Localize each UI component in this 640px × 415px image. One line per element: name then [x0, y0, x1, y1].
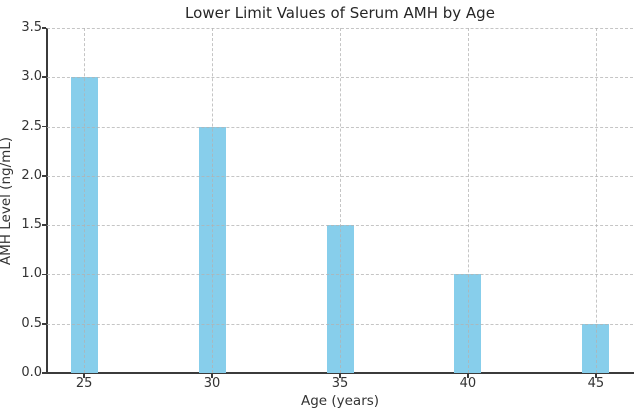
gridline-vertical: [340, 28, 341, 373]
plot-area: [47, 28, 633, 373]
y-tick: [42, 372, 46, 374]
y-tick: [42, 125, 46, 128]
y-tick: [42, 175, 46, 177]
y-axis-label: AMH Level (ng/mL): [0, 136, 14, 265]
y-tick: [42, 322, 46, 325]
y-tick: [42, 224, 46, 226]
x-tick: [595, 374, 597, 378]
x-tick-label: 25: [75, 376, 93, 391]
x-axis-label: Age (years): [300, 393, 380, 409]
y-tick-label: 0.0: [21, 365, 42, 380]
gridline-vertical: [467, 28, 469, 373]
gridline-vertical: [212, 28, 214, 373]
y-axis-spine: [46, 27, 48, 374]
y-tick: [42, 76, 46, 79]
chart-title: Lower Limit Values of Serum AMH by Age: [185, 4, 495, 22]
gridline-vertical: [84, 28, 86, 373]
y-tick-label: 2.5: [21, 118, 42, 134]
y-tick-label: 0.5: [21, 315, 42, 331]
x-tick: [339, 374, 341, 378]
x-tick: [467, 374, 469, 378]
x-tick-label: 45: [587, 376, 605, 391]
x-tick-label: 30: [203, 376, 221, 391]
x-tick-label: 40: [459, 376, 477, 391]
y-tick-label: 3.0: [21, 69, 42, 85]
x-tick-label: 35: [331, 376, 349, 391]
y-tick-label: 1.5: [21, 217, 42, 233]
x-tick: [211, 374, 213, 378]
y-tick: [42, 27, 46, 29]
y-tick: [42, 273, 46, 276]
y-tick-label: 1.0: [21, 266, 42, 282]
gridline-vertical: [595, 28, 597, 373]
y-tick-label: 3.5: [21, 20, 42, 35]
y-tick-label: 2.0: [21, 167, 42, 183]
x-tick: [83, 374, 85, 378]
